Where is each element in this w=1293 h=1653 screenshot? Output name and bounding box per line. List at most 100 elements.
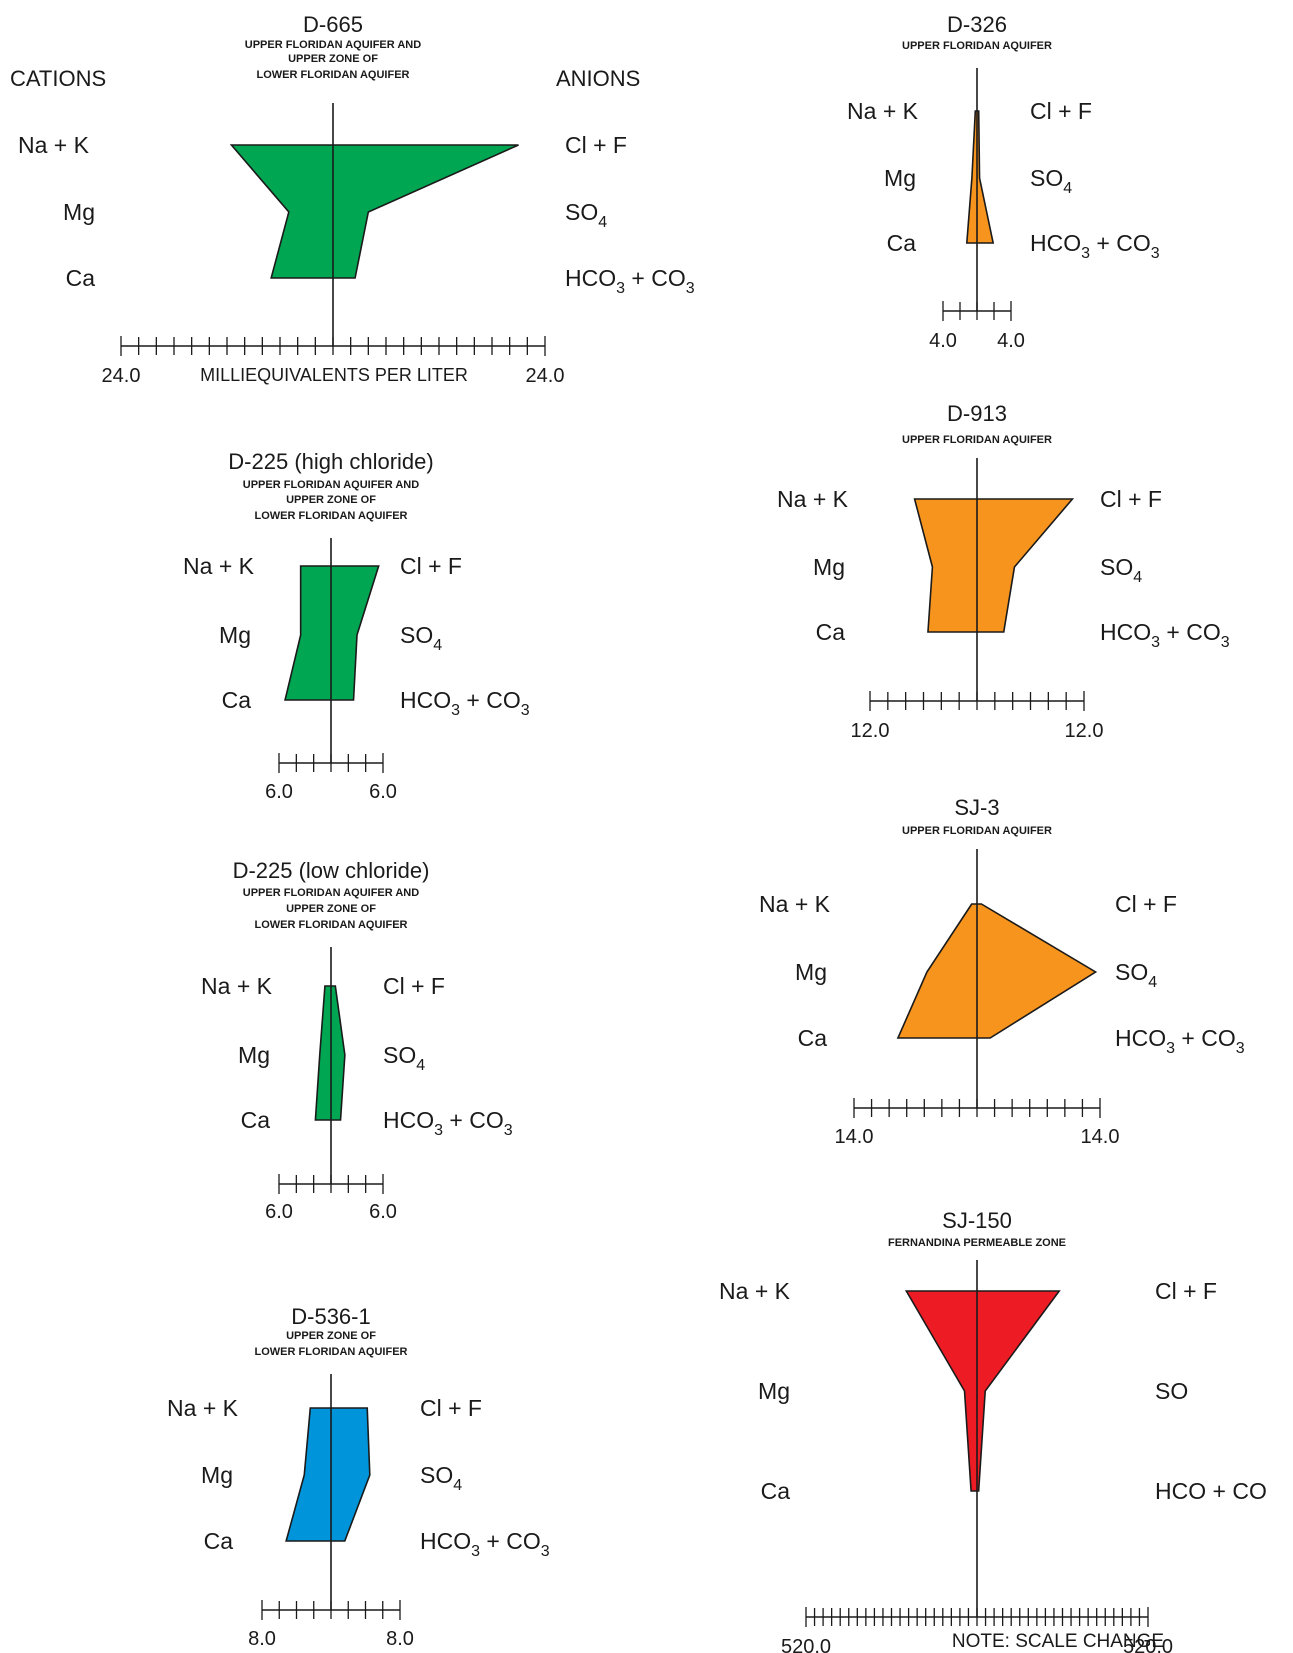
scale-right-label: 520.0 (1123, 1636, 1173, 1653)
scale-change-note: NOTE: SCALE CHANGE (952, 1631, 1164, 1652)
anion-label-hco3-co3: HCO3 + CO3 (400, 687, 530, 719)
cation-label-mg: Mg (758, 1378, 790, 1404)
anion-label-hco3-co3: HCO3 + CO3 (1030, 230, 1160, 262)
anion-label-cl-f: Cl + F (1155, 1278, 1217, 1304)
scale-bar: 6.0 6.0 (265, 753, 397, 803)
cation-label-na-k: Na + K (847, 98, 919, 124)
cation-label-mg: Mg (795, 959, 827, 985)
anion-label-hco3-co3: HCO3 + CO3 (1115, 1025, 1245, 1057)
anion-label-so4: SO4 (383, 1042, 425, 1074)
cation-label-mg: Mg (63, 199, 95, 225)
cation-label-na-k: Na + K (777, 486, 849, 512)
diagram-subtitle-line: LOWER FLORIDAN AQUIFER (257, 69, 410, 81)
scale-right-label: 14.0 (1081, 1126, 1120, 1148)
cation-label-mg: Mg (884, 165, 916, 191)
anion-label-hco3-co3: HCO + CO (1155, 1478, 1267, 1504)
diagram-subtitle-line: UPPER ZONE OF (286, 494, 376, 506)
diagram-subtitle-line: UPPER FLORIDAN AQUIFER (902, 434, 1052, 446)
cation-label-ca: Ca (816, 619, 846, 645)
scale-left-label: 6.0 (265, 1201, 293, 1223)
ion-polygon (896, 903, 1098, 1039)
scale-bar: 14.0 14.0 (835, 1098, 1120, 1148)
scale-bar: 24.0 24.0 (102, 336, 565, 387)
diagram-subtitle-line: LOWER FLORIDAN AQUIFER (255, 510, 408, 522)
cation-label-mg: Mg (219, 622, 251, 648)
diagram-title: D-665 (303, 12, 363, 37)
diagram-title: D-225 (high chloride) (228, 449, 433, 474)
anion-label-cl-f: Cl + F (420, 1395, 482, 1421)
stiff-diagram-d-225l: D-225 (low chloride) UPPER FLORIDAN AQUIF… (201, 858, 513, 1223)
stiff-diagram-d-665: D-665 UPPER FLORIDAN AQUIFER AND UPPER ZON… (18, 12, 695, 387)
cation-label-na-k: Na + K (18, 132, 90, 158)
cation-label-mg: Mg (201, 1462, 233, 1488)
ion-polygon (904, 1290, 1061, 1492)
scale-right-label: 6.0 (369, 781, 397, 803)
diagram-subtitle-line: UPPER FLORIDAN AQUIFER AND (243, 479, 419, 491)
stiff-diagram-sj-3: SJ-3 UPPER FLORIDAN AQUIFER 14.0 14.0 Na + K… (759, 795, 1245, 1148)
axis-label: MILLIEQUIVALENTS PER LITER (200, 365, 468, 385)
anion-label-cl-f: Cl + F (565, 132, 627, 158)
scale-right-label: 8.0 (386, 1628, 414, 1650)
ion-polygon (284, 565, 380, 701)
anion-label-so4: SO (1155, 1378, 1188, 1404)
diagram-subtitle-line: UPPER ZONE OF (288, 53, 378, 65)
cation-label-mg: Mg (813, 554, 845, 580)
anion-label-so4: SO4 (1115, 959, 1157, 991)
scale-left-label: 6.0 (265, 781, 293, 803)
scale-right-label: 4.0 (997, 330, 1025, 352)
diagram-title: SJ-3 (954, 795, 999, 820)
diagram-subtitle-line: LOWER FLORIDAN AQUIFER (255, 919, 408, 931)
cation-label-mg: Mg (238, 1042, 270, 1068)
anion-label-so4: SO4 (1030, 165, 1072, 197)
ion-polygon (913, 498, 1075, 633)
anion-label-so4: SO4 (420, 1462, 462, 1494)
cation-label-ca: Ca (66, 265, 96, 291)
diagram-title: D-913 (947, 401, 1007, 426)
scale-left-label: 24.0 (102, 365, 141, 387)
scale-left-label: 520.0 (781, 1636, 831, 1653)
scale-bar: 4.0 4.0 (929, 301, 1025, 352)
ion-polygon (229, 144, 519, 279)
scale-right-label: 6.0 (369, 1201, 397, 1223)
stiff-diagram-d-225h: D-225 (high chloride) UPPER FLORIDAN AQUI… (183, 449, 530, 803)
anion-label-so4: SO4 (400, 622, 442, 654)
diagram-subtitle-line: UPPER FLORIDAN AQUIFER AND (243, 887, 419, 899)
anion-label-hco3-co3: HCO3 + CO3 (1100, 619, 1230, 651)
diagrams: D-665 UPPER FLORIDAN AQUIFER AND UPPER ZON… (18, 12, 1267, 1653)
cation-label-na-k: Na + K (719, 1278, 791, 1304)
scale-right-label: 24.0 (526, 365, 565, 387)
diagram-subtitle-line: UPPER FLORIDAN AQUIFER AND (245, 39, 421, 51)
cation-label-ca: Ca (204, 1528, 234, 1554)
cation-label-na-k: Na + K (759, 891, 831, 917)
scale-left-label: 12.0 (851, 720, 890, 742)
diagram-subtitle-line: UPPER ZONE OF (286, 903, 376, 915)
diagram-title: D-536-1 (291, 1304, 370, 1329)
anion-label-cl-f: Cl + F (400, 553, 462, 579)
cation-label-ca: Ca (761, 1478, 791, 1504)
cation-label-ca: Ca (798, 1025, 828, 1051)
diagram-subtitle-line: LOWER FLORIDAN AQUIFER (255, 1346, 408, 1358)
diagram-title: D-326 (947, 12, 1007, 37)
ion-polygon (314, 985, 346, 1121)
scale-bar: 520.0 520.0 (781, 1607, 1173, 1653)
cation-label-na-k: Na + K (167, 1395, 239, 1421)
anion-label-so4: SO4 (1100, 554, 1142, 586)
anions-header: ANIONS (556, 66, 640, 91)
cation-label-ca: Ca (241, 1107, 271, 1133)
stiff-diagram-d-913: D-913 UPPER FLORIDAN AQUIFER 12.0 12.0 Na + … (777, 401, 1230, 742)
scale-left-label: 4.0 (929, 330, 957, 352)
scale-bar: 12.0 12.0 (851, 691, 1103, 742)
ion-polygon (965, 110, 995, 244)
anion-label-so4: SO4 (565, 199, 607, 231)
diagram-subtitle-line: UPPER ZONE OF (286, 1330, 376, 1342)
diagram-title: D-225 (low chloride) (233, 858, 430, 883)
scale-left-label: 14.0 (835, 1126, 874, 1148)
scale-bar: 6.0 6.0 (265, 1174, 397, 1223)
anion-label-cl-f: Cl + F (383, 973, 445, 999)
cation-label-ca: Ca (222, 687, 252, 713)
cation-label-na-k: Na + K (201, 973, 273, 999)
stiff-diagram-d-326: D-326 UPPER FLORIDAN AQUIFER 4.0 4.0 Na + K M… (847, 12, 1160, 352)
anion-label-cl-f: Cl + F (1030, 98, 1092, 124)
